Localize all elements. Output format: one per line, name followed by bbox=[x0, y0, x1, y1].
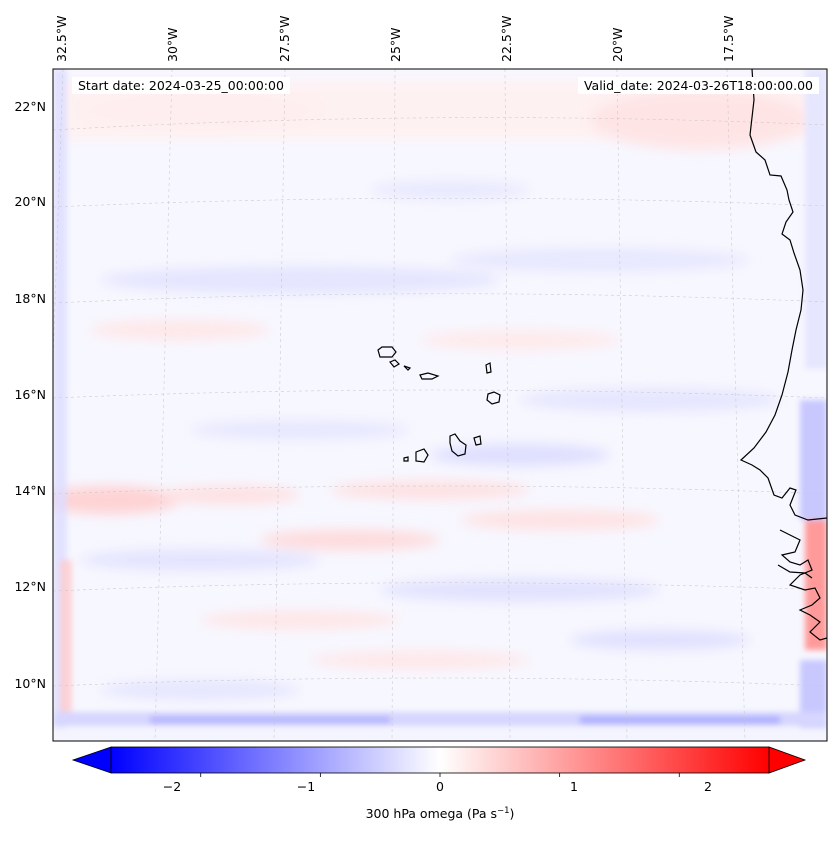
lat-tick-label: 14°N bbox=[14, 483, 46, 498]
lon-tick-label: 25°W bbox=[388, 27, 403, 62]
west-africa-coastline bbox=[739, 69, 827, 521]
map-frame bbox=[52, 68, 828, 742]
lon-tick-label: 20°W bbox=[610, 27, 625, 62]
colorbar-tick-label: 1 bbox=[570, 779, 578, 794]
lon-tick-label: 30°W bbox=[165, 27, 180, 62]
lon-tick-label: 22.5°W bbox=[499, 15, 514, 62]
colorbar-title-close: ) bbox=[509, 806, 515, 822]
santiago-island bbox=[449, 433, 467, 457]
lat-tick-label: 22°N bbox=[14, 99, 46, 114]
gridlines bbox=[53, 69, 827, 741]
colorbar-title-exponent: −1 bbox=[497, 806, 510, 816]
valid-date-label: Valid_date: 2024-03-26T18:00:00.00 bbox=[577, 77, 819, 94]
omega-field bbox=[53, 69, 827, 741]
colorbar-gradient bbox=[110, 746, 770, 774]
colorbar-tick-label: 0 bbox=[436, 779, 444, 794]
colorbar-tick-label: −1 bbox=[296, 779, 316, 794]
lon-tick-label: 27.5°W bbox=[277, 15, 292, 62]
lat-tick-label: 10°N bbox=[14, 676, 46, 691]
colorbar-title-main: 300 hPa omega (Pa s bbox=[365, 806, 498, 822]
lon-tick-label: 32.5°W bbox=[54, 15, 69, 62]
colorbar-tick-label: −2 bbox=[162, 779, 182, 794]
lon-tick-label: 17.5°W bbox=[721, 15, 736, 62]
lat-tick-label: 18°N bbox=[14, 291, 46, 306]
lat-tick-label: 16°N bbox=[14, 387, 46, 402]
colorbar bbox=[71, 746, 807, 777]
colorbar-extend-high bbox=[768, 746, 807, 774]
lat-tick-label: 12°N bbox=[14, 579, 46, 594]
colorbar-tick-label: 2 bbox=[704, 779, 712, 794]
colorbar-title: 300 hPa omega (Pa s−1) bbox=[366, 806, 515, 821]
colorbar-extend-low bbox=[71, 746, 112, 774]
lat-tick-label: 20°N bbox=[14, 194, 46, 209]
coastlines bbox=[377, 69, 827, 641]
start-date-label: Start date: 2024-03-25_00:00:00 bbox=[72, 77, 290, 94]
santo-antao-island bbox=[377, 346, 397, 358]
